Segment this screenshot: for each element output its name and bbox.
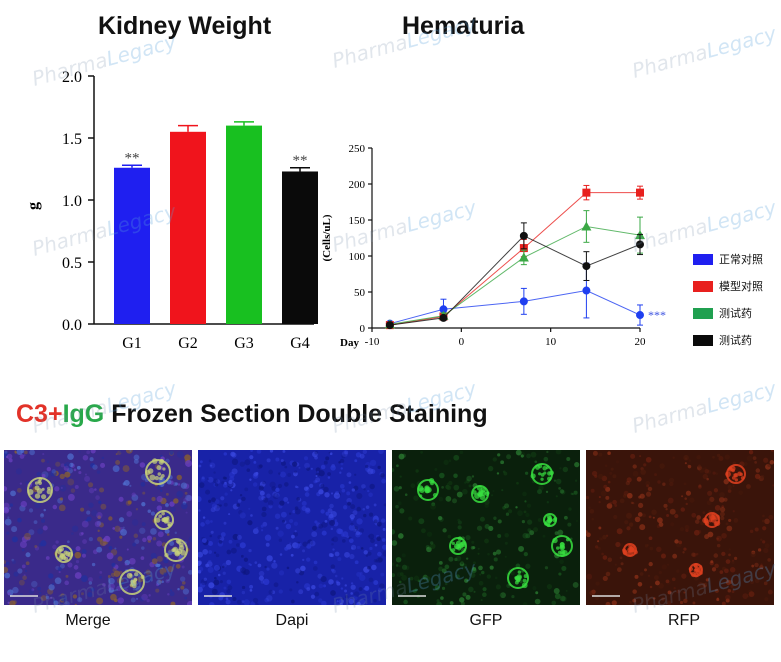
x-tick-label: 10: [545, 336, 557, 348]
x-tick-label: 20: [635, 336, 647, 348]
gfp-image: [392, 450, 580, 605]
legend-item: 测试药: [693, 333, 763, 347]
legend-swatch: [693, 280, 713, 292]
x-tick-label: G1: [122, 335, 142, 350]
merge-image: [4, 450, 192, 605]
y-tick-label: 250: [349, 143, 366, 155]
heading-igg: IgG: [62, 400, 105, 428]
y-tick-label: 0.5: [62, 255, 82, 272]
series-line: [389, 235, 641, 326]
x-tick-label: 0: [459, 336, 465, 348]
data-point: [519, 231, 528, 240]
heading-rest: Frozen Section Double Staining: [104, 400, 488, 428]
series-0: [385, 262, 644, 328]
hematuria-title: Hematuria: [402, 12, 525, 40]
x-tick-label: G3: [234, 335, 254, 350]
y-tick-label: 100: [349, 251, 366, 263]
legend-swatch: [693, 334, 713, 346]
legend-swatch: [693, 253, 713, 265]
kidney-weight-title: Kidney Weight: [98, 12, 272, 40]
data-point: [519, 297, 528, 306]
hematuria-legend: 正常对照 模型对照 测试药 测试药: [693, 252, 763, 360]
bar: [226, 125, 262, 324]
y-tick-label: 50: [354, 287, 366, 299]
data-point: [636, 188, 644, 197]
y-axis-label: (Cells/uL): [321, 214, 333, 261]
x-tick-label: G2: [178, 335, 198, 350]
significance-label: ***: [648, 308, 666, 322]
kidney-weight-chart: g 0.0 0.5 1.0 1.5 2.0 G1 ** G2 G3 G4 **: [25, 69, 318, 350]
data-point: [582, 188, 591, 197]
legend-item: 模型对照: [693, 279, 763, 293]
data-point: [581, 221, 592, 231]
merge-label: Merge: [65, 612, 111, 629]
x-tick-label: G4: [290, 335, 310, 350]
y-tick-label: 1.0: [62, 193, 82, 210]
dapi-label: Dapi: [275, 612, 309, 629]
legend-item: 正常对照: [693, 252, 763, 266]
y-tick-label: 0.0: [62, 317, 82, 334]
legend-label: 测试药: [719, 334, 752, 347]
rfp-image: [586, 450, 774, 605]
watermark: PharmaLegacy: [629, 376, 779, 438]
legend-label: 正常对照: [719, 253, 763, 266]
section-heading: C3+IgG Frozen Section Double Staining: [16, 400, 488, 429]
bar: [170, 131, 206, 324]
significance-label: **: [293, 153, 308, 169]
data-point: [439, 305, 448, 314]
y-tick-label: 150: [349, 215, 366, 227]
y-axis-label: g: [25, 202, 42, 210]
x-axis-label: Day: [340, 337, 359, 349]
series-1: [385, 184, 644, 330]
data-point: [636, 240, 644, 249]
legend-label: 模型对照: [719, 280, 763, 293]
x-tick-label: -10: [365, 336, 380, 348]
heading-plus: +: [47, 400, 63, 428]
data-point: [582, 286, 591, 295]
significance-label: **: [125, 150, 140, 166]
series-line: [389, 192, 640, 326]
data-point: [385, 321, 394, 330]
y-tick-label: 2.0: [62, 69, 82, 86]
series-line: [389, 225, 641, 325]
data-point: [439, 313, 448, 322]
rfp-label: RFP: [668, 612, 700, 629]
data-point: [582, 262, 591, 271]
data-point: [636, 311, 644, 320]
gfp-label: GFP: [469, 612, 503, 629]
y-tick-label: 200: [349, 179, 366, 191]
series-3: [385, 222, 644, 330]
heading-c3: C3: [16, 400, 48, 428]
series-2: [384, 210, 645, 329]
y-tick-label: 1.5: [62, 131, 82, 148]
bar: [282, 171, 318, 324]
y-tick-label: 0: [360, 323, 366, 335]
legend-item: 测试药: [693, 306, 763, 320]
bar: [114, 167, 150, 324]
legend-label: 测试药: [719, 307, 752, 320]
data-point: [518, 252, 529, 262]
dapi-image: [198, 450, 386, 605]
legend-swatch: [693, 307, 713, 319]
